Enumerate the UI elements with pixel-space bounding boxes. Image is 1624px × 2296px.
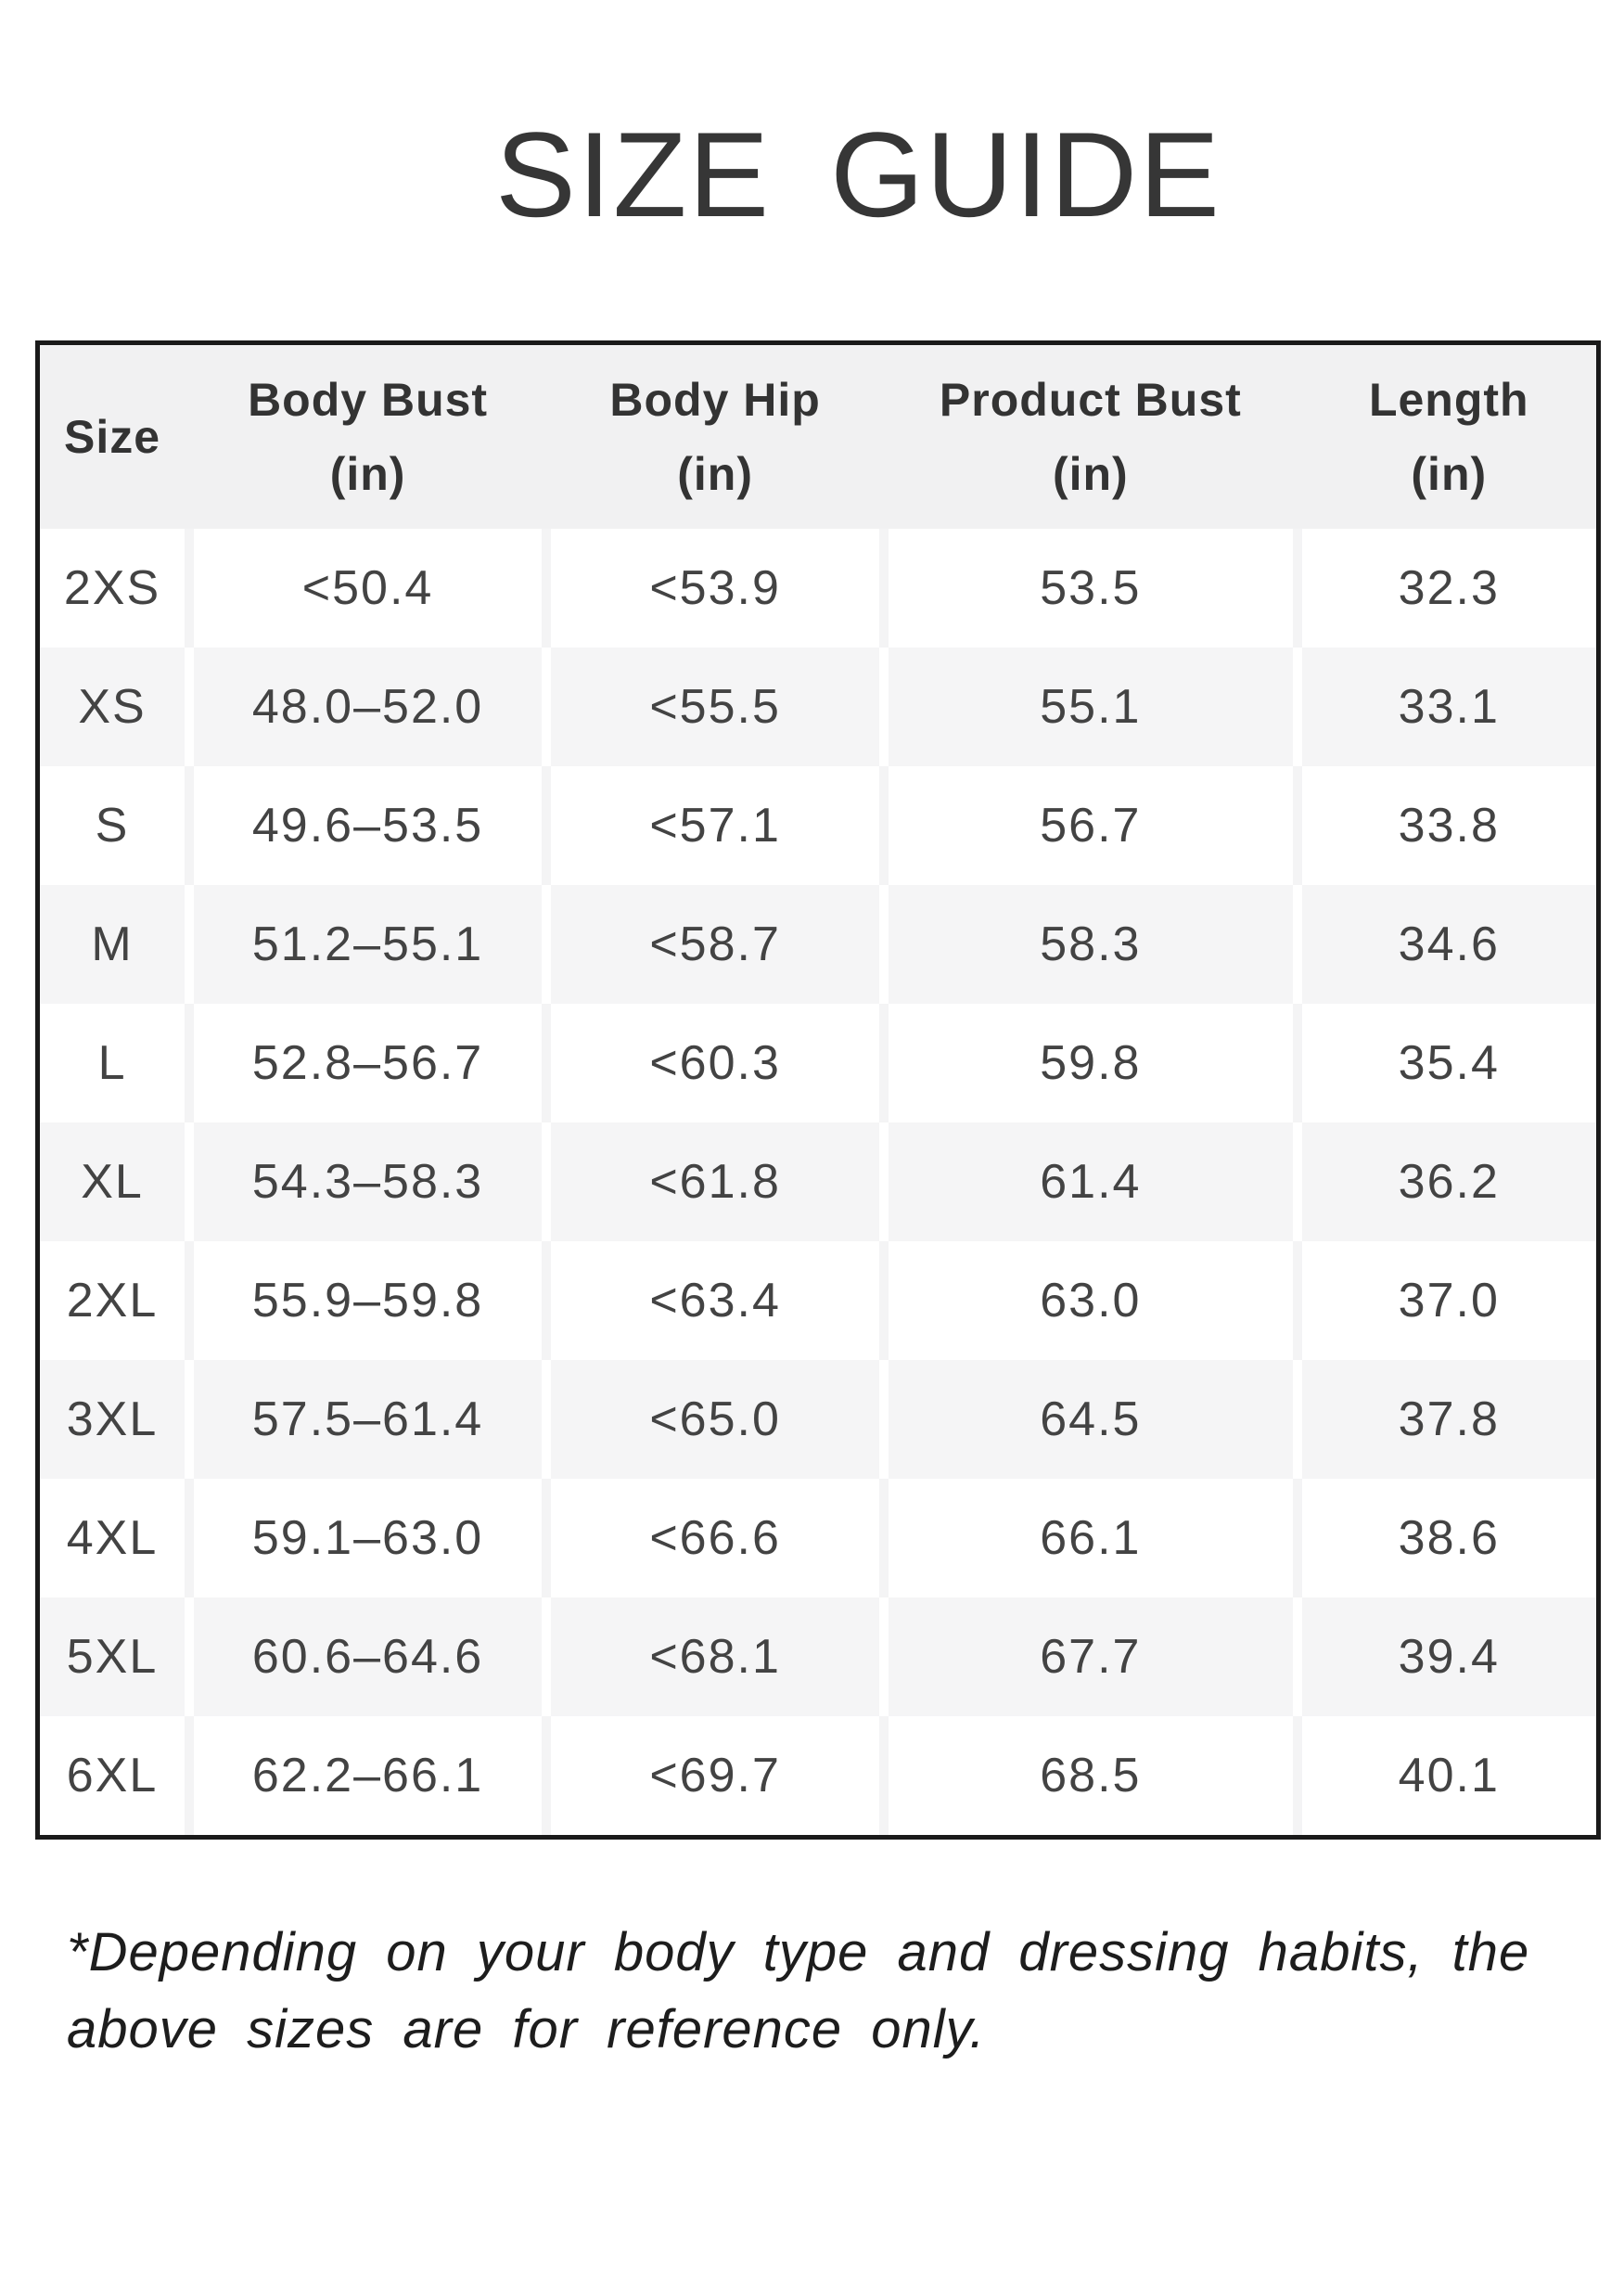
value-cell: 54.3–58.3 xyxy=(194,1122,543,1241)
size-cell: 3XL xyxy=(40,1360,185,1479)
column-header-unit: (in) xyxy=(1052,448,1129,500)
table-row-s: S 49.6–53.5 <57.1 56.7 33.8 xyxy=(40,766,1596,885)
value-cell: <50.4 xyxy=(194,529,543,648)
value-cell: 33.1 xyxy=(1301,648,1596,766)
value-cell: <55.5 xyxy=(551,648,880,766)
value-cell: 48.0–52.0 xyxy=(194,648,543,766)
size-guide-table: Size Body Bust (in) Body Hip (in) Product Bus… xyxy=(35,340,1601,1840)
column-header-label: Length xyxy=(1368,374,1529,426)
value-cell: 40.1 xyxy=(1301,1716,1596,1835)
value-cell: 64.5 xyxy=(889,1360,1293,1479)
value-cell: 62.2–66.1 xyxy=(194,1716,543,1835)
value-cell: 59.8 xyxy=(889,1004,1293,1122)
value-cell: 49.6–53.5 xyxy=(194,766,543,885)
value-cell: <68.1 xyxy=(551,1597,880,1716)
value-cell: <65.0 xyxy=(551,1360,880,1479)
table-row-4xl: 4XL 59.1–63.0 <66.6 66.1 38.6 xyxy=(40,1479,1596,1597)
value-cell: <58.7 xyxy=(551,885,880,1004)
value-cell: 55.1 xyxy=(889,648,1293,766)
size-cell: 4XL xyxy=(40,1479,185,1597)
value-cell: 38.6 xyxy=(1301,1479,1596,1597)
value-cell: 32.3 xyxy=(1301,529,1596,648)
value-cell: 55.9–59.8 xyxy=(194,1241,543,1360)
value-cell: 57.5–61.4 xyxy=(194,1360,543,1479)
value-cell: 63.0 xyxy=(889,1241,1293,1360)
value-cell: 60.6–64.6 xyxy=(194,1597,543,1716)
size-cell: L xyxy=(40,1004,185,1122)
value-cell: 53.5 xyxy=(889,529,1293,648)
value-cell: 66.1 xyxy=(889,1479,1293,1597)
size-cell: 2XL xyxy=(40,1241,185,1360)
table-row-6xl: 6XL 62.2–66.1 <69.7 68.5 40.1 xyxy=(40,1716,1596,1835)
size-cell: XS xyxy=(40,648,185,766)
table-row-l: L 52.8–56.7 <60.3 59.8 35.4 xyxy=(40,1004,1596,1122)
value-cell: 36.2 xyxy=(1301,1122,1596,1241)
value-cell: 51.2–55.1 xyxy=(194,885,543,1004)
table-row-m: M 51.2–55.1 <58.7 58.3 34.6 xyxy=(40,885,1596,1004)
column-header-unit: (in) xyxy=(677,448,753,500)
value-cell: 61.4 xyxy=(889,1122,1293,1241)
value-cell: <63.4 xyxy=(551,1241,880,1360)
table-row-xl: XL 54.3–58.3 <61.8 61.4 36.2 xyxy=(40,1122,1596,1241)
table-row-xs: XS 48.0–52.0 <55.5 55.1 33.1 xyxy=(40,648,1596,766)
column-header-label: Size xyxy=(63,411,161,463)
size-cell: 5XL xyxy=(40,1597,185,1716)
value-cell: <69.7 xyxy=(551,1716,880,1835)
column-header-label: Body Bust xyxy=(248,374,489,426)
value-cell: 35.4 xyxy=(1301,1004,1596,1122)
column-header-length: Length (in) xyxy=(1302,345,1596,529)
size-cell: M xyxy=(40,885,185,1004)
column-header-product-bust: Product Bust (in) xyxy=(889,345,1292,529)
value-cell: <61.8 xyxy=(551,1122,880,1241)
value-cell: <60.3 xyxy=(551,1004,880,1122)
table-header-row: Size Body Bust (in) Body Hip (in) Product Bus… xyxy=(40,345,1596,529)
column-header-body-hip: Body Hip (in) xyxy=(551,345,879,529)
page-title: SIZE GUIDE xyxy=(495,107,1221,242)
size-cell: 2XS xyxy=(40,529,185,648)
column-header-size: Size xyxy=(40,345,185,529)
value-cell: 37.0 xyxy=(1301,1241,1596,1360)
footnote-line-1: *Depending on your body type and dressin… xyxy=(67,1922,1530,1982)
size-cell: S xyxy=(40,766,185,885)
value-cell: 58.3 xyxy=(889,885,1293,1004)
value-cell: 52.8–56.7 xyxy=(194,1004,543,1122)
value-cell: 56.7 xyxy=(889,766,1293,885)
value-cell: 59.1–63.0 xyxy=(194,1479,543,1597)
value-cell: 37.8 xyxy=(1301,1360,1596,1479)
value-cell: <66.6 xyxy=(551,1479,880,1597)
footnote-line-2: above sizes are for reference only. xyxy=(67,1999,986,2059)
value-cell: 68.5 xyxy=(889,1716,1293,1835)
table-row-2xs: 2XS <50.4 <53.9 53.5 32.3 xyxy=(40,529,1596,648)
value-cell: <57.1 xyxy=(551,766,880,885)
value-cell: 39.4 xyxy=(1301,1597,1596,1716)
size-cell: XL xyxy=(40,1122,185,1241)
column-header-unit: (in) xyxy=(329,448,406,500)
value-cell: 34.6 xyxy=(1301,885,1596,1004)
table-row-5xl: 5XL 60.6–64.6 <68.1 67.7 39.4 xyxy=(40,1597,1596,1716)
size-cell: 6XL xyxy=(40,1716,185,1835)
column-header-body-bust: Body Bust (in) xyxy=(194,345,542,529)
value-cell: 67.7 xyxy=(889,1597,1293,1716)
table-row-3xl: 3XL 57.5–61.4 <65.0 64.5 37.8 xyxy=(40,1360,1596,1479)
column-header-label: Body Hip xyxy=(609,374,821,426)
value-cell: <53.9 xyxy=(551,529,880,648)
value-cell: 33.8 xyxy=(1301,766,1596,885)
table-row-2xl: 2XL 55.9–59.8 <63.4 63.0 37.0 xyxy=(40,1241,1596,1360)
column-header-unit: (in) xyxy=(1411,448,1488,500)
footnote: *Depending on your body type and dressin… xyxy=(67,1914,1568,2068)
column-header-label: Product Bust xyxy=(939,374,1242,426)
